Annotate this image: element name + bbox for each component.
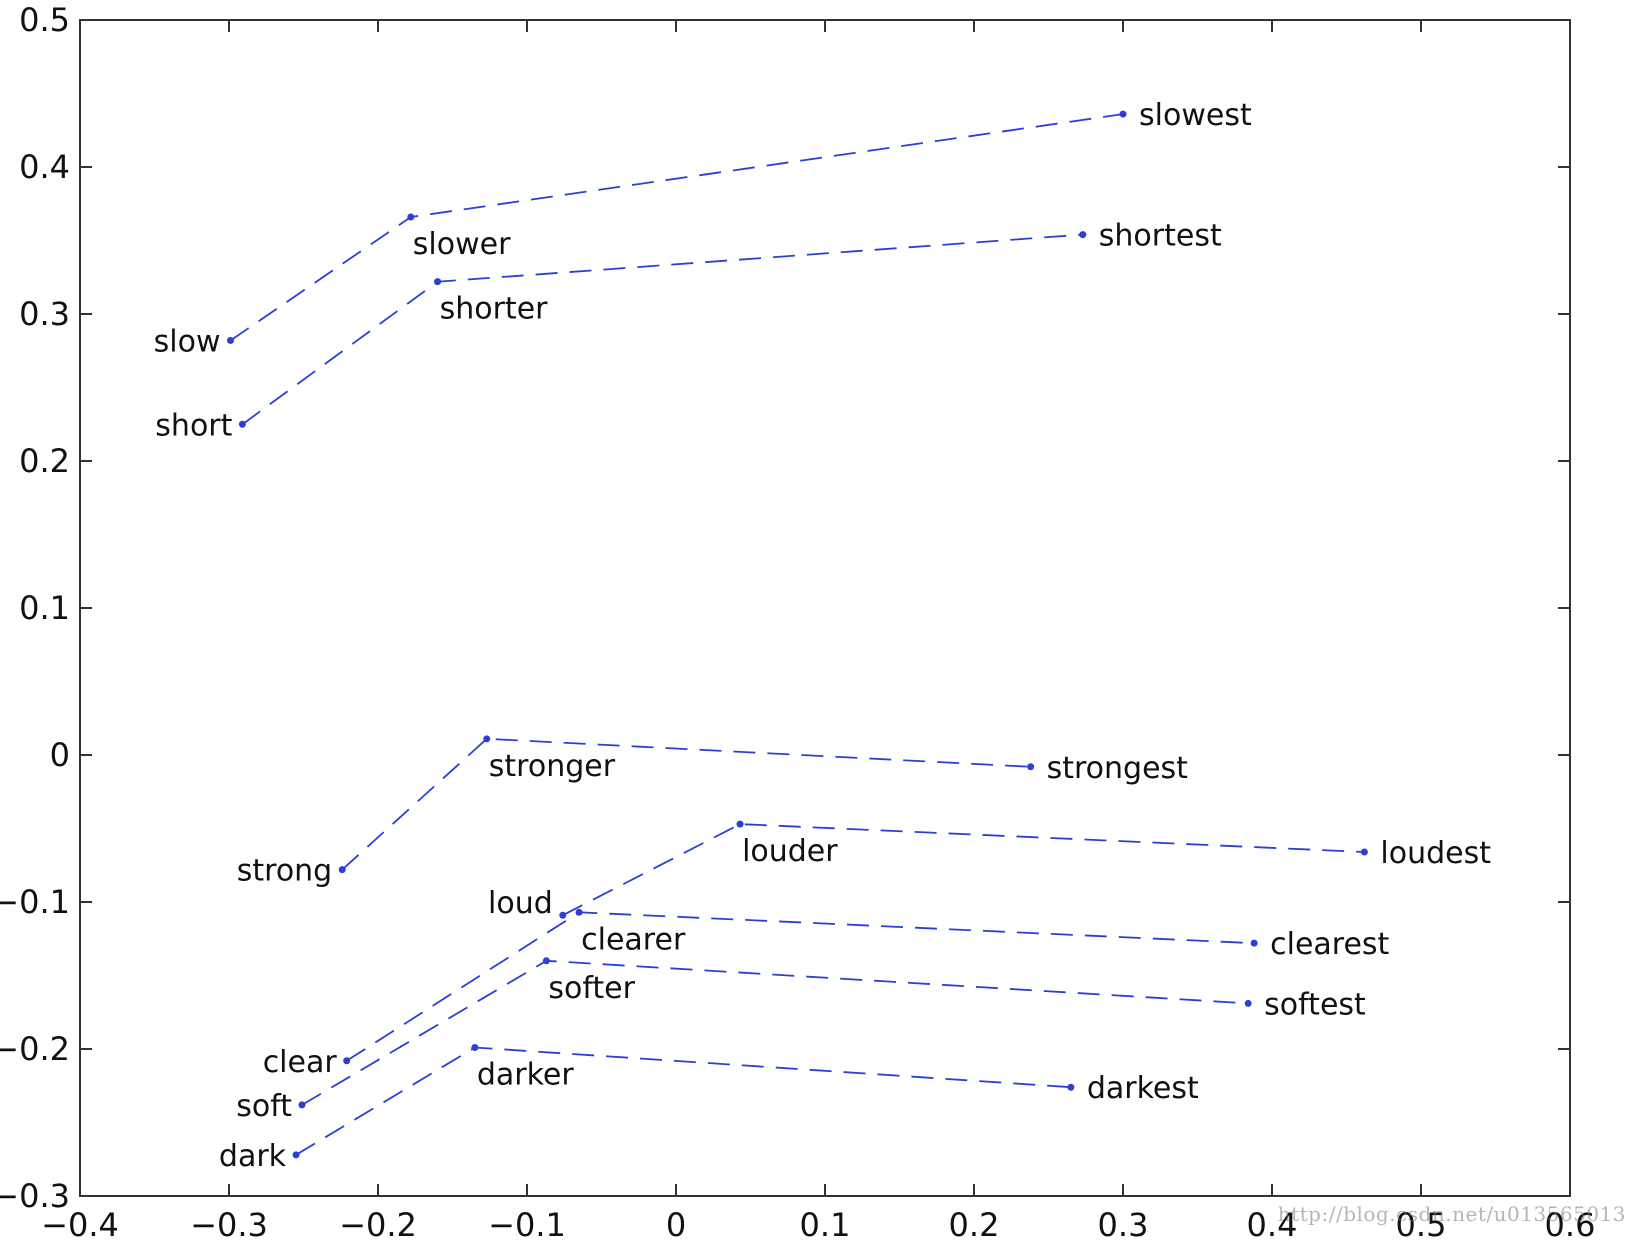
data-point [1079, 231, 1087, 239]
point-label: clearer [581, 922, 686, 957]
x-tick-label: −0.1 [488, 1206, 566, 1244]
data-point [1027, 763, 1035, 771]
point-label: louder [742, 834, 838, 869]
point-label: slow [154, 324, 221, 359]
x-tick-label: 0.6 [1545, 1206, 1596, 1244]
y-tick-label: 0.3 [19, 295, 70, 333]
y-tick-label: 0.1 [19, 589, 70, 627]
point-label: clearest [1270, 927, 1389, 962]
point-label: loud [488, 886, 553, 921]
x-tick-label: 0.5 [1396, 1206, 1447, 1244]
y-tick-label: 0 [50, 736, 70, 774]
series-line [341, 737, 1031, 871]
axes: −0.4 −0.3 −0.2 −0.1 0 0.1 0.2 0.3 0.4 0.5 0.6−0.3−… [0, 1, 1595, 1244]
data-point [226, 336, 234, 344]
y-tick-label: 0.4 [19, 148, 70, 186]
data-point [1244, 999, 1252, 1007]
data-point [434, 278, 442, 286]
point-label: shortest [1099, 219, 1222, 254]
data-point [298, 1101, 306, 1109]
point-label: shorter [440, 292, 549, 327]
point-label: strong [237, 854, 332, 889]
x-tick-label: −0.2 [339, 1206, 417, 1244]
point-label: softest [1264, 987, 1366, 1022]
data-point [1360, 848, 1368, 856]
data-point [575, 908, 583, 916]
data-point [1067, 1083, 1075, 1091]
data-point [292, 1151, 300, 1159]
point-label: dark [219, 1139, 287, 1174]
point-label: softer [548, 971, 635, 1006]
y-tick-label: 0.5 [19, 1, 70, 39]
point-label: strongest [1047, 751, 1189, 786]
point-label: loudest [1380, 836, 1491, 871]
point-labels: slow slower slowest short shorter shortest str… [154, 98, 1492, 1174]
point-label: stronger [489, 749, 616, 784]
point-label: short [155, 408, 232, 443]
series-group [226, 110, 1368, 1159]
point-label: slower [413, 227, 511, 262]
plot-area [79, 19, 1571, 1197]
x-tick-label: −0.3 [190, 1206, 268, 1244]
x-tick-label: −0.4 [41, 1206, 119, 1244]
y-tick-label: −0.1 [0, 883, 70, 921]
data-point [736, 820, 744, 828]
point-label: slowest [1139, 98, 1252, 133]
y-tick-label: −0.3 [0, 1177, 70, 1215]
point-label: clear [263, 1045, 338, 1080]
x-tick-label: 0.4 [1247, 1206, 1298, 1244]
data-point [483, 735, 491, 743]
data-point [559, 911, 567, 919]
x-tick-label: 0.3 [1098, 1206, 1149, 1244]
point-label: darker [477, 1058, 575, 1093]
y-tick-label: −0.2 [0, 1030, 70, 1068]
data-point [407, 213, 415, 221]
data-point [343, 1057, 351, 1065]
data-point [542, 957, 550, 965]
data-point [238, 420, 246, 428]
point-label: darkest [1087, 1071, 1199, 1106]
x-tick-label: 0.2 [949, 1206, 1000, 1244]
point-label: soft [236, 1089, 292, 1124]
x-tick-label: 0.1 [800, 1206, 851, 1244]
data-point [1250, 939, 1258, 947]
data-point [338, 866, 346, 874]
watermark-text: http://blog.csdn.net/u013565013 [1277, 1202, 1626, 1226]
x-tick-label: 0 [666, 1206, 686, 1244]
series-line [562, 823, 1365, 917]
data-point [1119, 110, 1127, 118]
data-point [471, 1044, 479, 1052]
y-tick-label: 0.2 [19, 442, 70, 480]
